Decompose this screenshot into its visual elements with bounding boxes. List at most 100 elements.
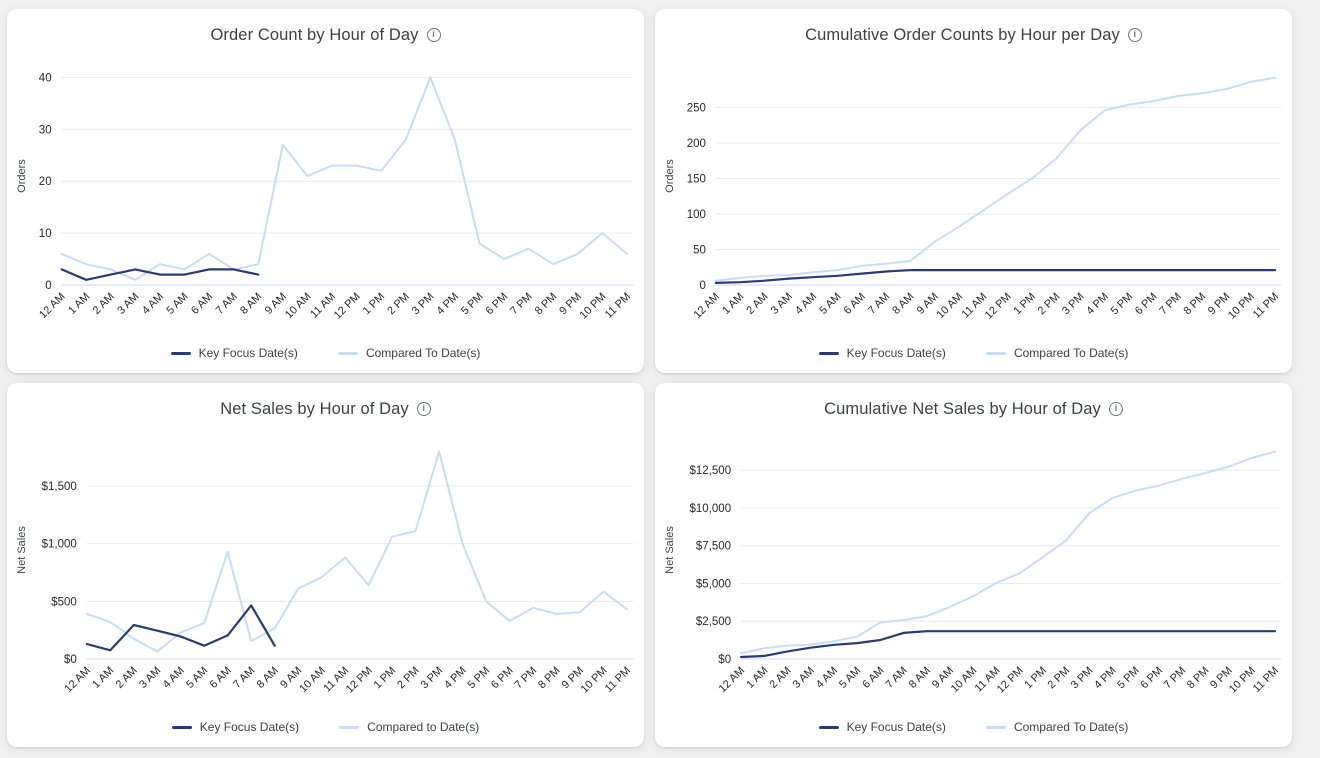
legend-label: Key Focus Date(s) — [199, 720, 300, 734]
legend-label: Compared to Date(s) — [367, 720, 480, 734]
info-icon[interactable]: i — [416, 402, 431, 416]
chart-svg: 0 10 20 30 40 Orders 12 AM1 AM2 AM3 AM4 AM5 AM… — [16, 72, 633, 322]
x-tick-label: 10 PM — [579, 665, 610, 696]
chart-canvas: 0 10 20 30 40 Orders 12 AM 1 AM 2 AM 3 AM 4 AM 5 AM… — [7, 47, 644, 339]
x-tick-label: 6 AM — [860, 665, 886, 691]
info-icon[interactable]: i — [1108, 402, 1123, 416]
chart-legend: Key Focus Date(s) Compared To Date(s) — [655, 346, 1292, 360]
chart-card-cumulative-net-sales: Cumulative Net Sales by Hour of Day i $0… — [655, 383, 1292, 747]
x-tick-label: 1 AM — [66, 291, 92, 317]
x-tick-label: 6 AM — [189, 291, 215, 317]
x-tick-label: 1 PM — [372, 665, 399, 692]
legend-item: Key Focus Date(s) — [818, 346, 946, 360]
x-tick-label: 8 AM — [890, 291, 916, 317]
chart-header: Cumulative Net Sales by Hour of Day i — [655, 383, 1292, 420]
x-tick-label: 2 PM — [1046, 665, 1073, 692]
x-tick-label: 5 AM — [837, 665, 863, 691]
x-tick-label: 6 AM — [208, 665, 234, 691]
x-tick-label: 7 PM — [1157, 291, 1184, 318]
chart-title: Order Count by Hour of Day — [210, 25, 419, 44]
chart-title: Cumulative Net Sales by Hour of Day — [824, 399, 1101, 418]
legend-item: Key Focus Date(s) — [170, 346, 298, 360]
series-line-key-focus-date-s — [739, 630, 1277, 659]
x-tick-label: 4 PM — [1084, 291, 1111, 318]
x-tick-label: 3 PM — [1069, 665, 1096, 692]
series-line-compared-to-date-s — [740, 450, 1276, 655]
legend-swatch-icon — [985, 351, 1006, 355]
x-tick-label: 8 PM — [536, 665, 563, 692]
x-tick-label: 10 PM — [1226, 291, 1257, 322]
x-tick-label: 10 PM — [578, 291, 609, 322]
x-tick-label: 8 PM — [1185, 665, 1212, 692]
x-tick-label: 12 PM — [332, 291, 363, 322]
x-tick-label: 8 PM — [533, 291, 560, 318]
info-icon[interactable]: i — [1127, 28, 1142, 42]
x-tick-label: 5 PM — [466, 665, 493, 692]
x-tick-label: 10 AM — [935, 291, 966, 322]
x-tick-label: 5 PM — [459, 291, 486, 318]
x-tick-label: 12 PM — [995, 665, 1026, 696]
chart-header: Order Count by Hour of Day i — [7, 9, 644, 46]
chart-card-net-sales: Net Sales by Hour of Day i $0 $500 $1,000 $… — [7, 383, 644, 747]
y-tick-label: 100 — [687, 209, 706, 221]
y-tick-label: 30 — [39, 124, 52, 136]
x-tick-label: 12 AM — [691, 291, 722, 322]
y-tick-label: 0 — [45, 280, 51, 292]
legend-item: Key Focus Date(s) — [818, 720, 946, 734]
x-tick-label: 1 AM — [720, 291, 746, 317]
x-tick-label: 11 PM — [1251, 291, 1281, 321]
x-tick-label: 7 AM — [214, 291, 240, 317]
x-tick-label: 4 PM — [434, 291, 461, 318]
x-tick-label: 2 AM — [767, 665, 793, 691]
series-line-compared-to-date-s — [714, 76, 1276, 282]
legend-item: Compared To Date(s) — [985, 346, 1128, 360]
x-tick-label: 8 PM — [1182, 291, 1209, 318]
x-tick-label: 12 AM — [62, 665, 93, 696]
info-icon[interactable]: i — [426, 28, 441, 42]
x-tick-label: 4 AM — [161, 665, 187, 691]
x-tick-label: 3 AM — [769, 291, 795, 317]
x-tick-label: 5 AM — [184, 665, 210, 691]
x-tick-label: 7 AM — [231, 665, 257, 691]
chart-title: Net Sales by Hour of Day — [220, 399, 409, 418]
y-axis-title: Net Sales — [16, 526, 28, 574]
legend-label: Key Focus Date(s) — [198, 346, 298, 360]
x-tick-label: 10 AM — [283, 291, 314, 322]
x-tick-label: 7 PM — [508, 291, 535, 318]
x-tick-label: 8 AM — [907, 665, 933, 691]
x-tick-label: 6 AM — [842, 291, 868, 317]
y-tick-label: 150 — [687, 173, 706, 185]
x-tick-label: 3 PM — [1060, 291, 1087, 318]
chart-card-order-count: Order Count by Hour of Day i 0 10 20 30 40 Or… — [7, 9, 644, 373]
y-tick-label: $1,500 — [42, 481, 77, 493]
x-tick-label: 10 AM — [297, 665, 328, 696]
x-tick-label: 2 AM — [114, 665, 140, 691]
y-tick-label: $0 — [718, 654, 731, 666]
x-tick-label: 8 AM — [238, 291, 264, 317]
x-tick-label: 5 AM — [817, 291, 843, 317]
legend-label: Key Focus Date(s) — [846, 346, 946, 360]
series-line-key-focus-date-s — [714, 269, 1277, 284]
y-tick-label: $2,500 — [696, 616, 731, 628]
x-tick-label: 4 AM — [793, 291, 819, 317]
x-tick-label: 5 PM — [1109, 291, 1136, 318]
x-tick-label: 2 PM — [385, 291, 412, 318]
x-tick-label: 2 AM — [91, 291, 117, 317]
legend-swatch-icon — [818, 725, 839, 729]
chart-canvas: $0 $2,500 $5,000 $7,500 $10,000 $12,500 Net Sa… — [655, 421, 1292, 713]
x-tick-label: 6 PM — [489, 665, 516, 692]
x-tick-label: 3 PM — [419, 665, 446, 692]
x-tick-label: 2 PM — [395, 665, 422, 692]
legend-swatch-icon — [170, 351, 191, 355]
legend-label: Compared To Date(s) — [1013, 720, 1129, 734]
legend-swatch-icon — [985, 725, 1006, 729]
y-tick-label: $12,500 — [690, 465, 732, 477]
x-tick-label: 12 AM — [717, 665, 748, 696]
x-tick-label: 3 PM — [410, 291, 437, 318]
legend-item: Compared To Date(s) — [985, 720, 1129, 734]
chart-svg: $0 $2,500 $5,000 $7,500 $10,000 $12,500 Net Sa… — [664, 450, 1281, 696]
legend-label: Compared To Date(s) — [365, 346, 481, 360]
x-tick-label: 4 AM — [140, 291, 166, 317]
